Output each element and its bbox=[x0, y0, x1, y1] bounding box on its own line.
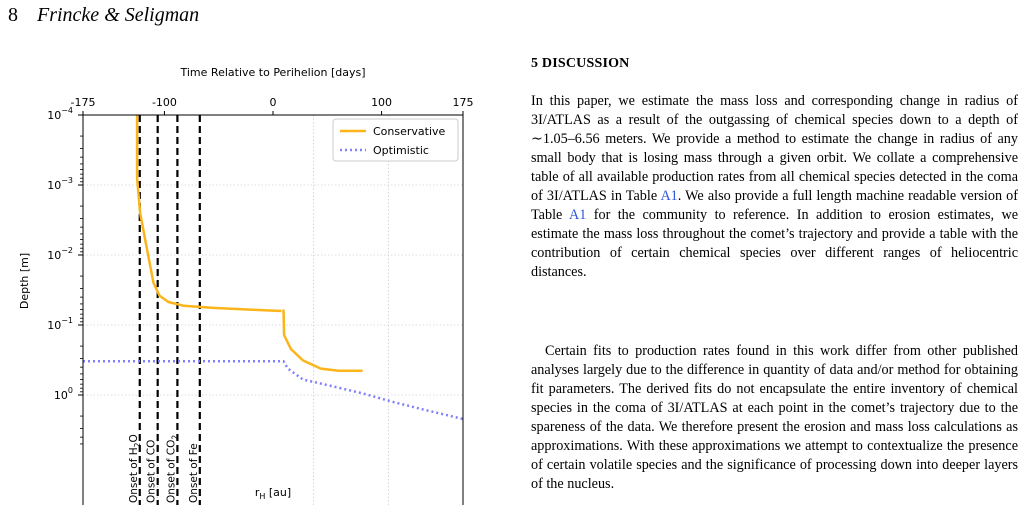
page-number: 8 bbox=[8, 4, 18, 26]
running-head: 8 Frincke & Seligman bbox=[8, 4, 199, 27]
onset-label: Onset of Fe bbox=[188, 443, 200, 503]
legend-box bbox=[332, 118, 459, 162]
table-a1-link-2[interactable]: A1 bbox=[568, 207, 587, 223]
y-tick-label: 10−2 bbox=[47, 246, 73, 262]
x-axis-label: rH [au] bbox=[255, 486, 291, 501]
section-title: 5 DISCUSSION bbox=[531, 56, 630, 71]
table-a1-link[interactable]: A1 bbox=[660, 188, 678, 204]
onset-lines: Onset of H2O Onset of CO Onset of CO2 Onset… bbox=[128, 115, 201, 505]
top-tick-label: 0 bbox=[270, 96, 277, 109]
legend: Conservative Optimistic bbox=[332, 118, 459, 162]
onset-label: Onset of CO2 bbox=[165, 435, 179, 503]
depth-vs-heliocentric-distance-chart: Onset of H2O Onset of CO Onset of CO2 Onset… bbox=[18, 66, 474, 505]
y-tick-label: 100 bbox=[54, 386, 73, 402]
series-conservative-line bbox=[282, 309, 363, 372]
y-axis-label: Depth [m] bbox=[18, 253, 31, 309]
legend-optimistic-label: Optimistic bbox=[373, 144, 429, 157]
y-tick-label: 10−4 bbox=[47, 106, 73, 122]
legend-conservative-label: Conservative bbox=[373, 125, 446, 138]
top-tick-label: 100 bbox=[371, 96, 392, 109]
series-conservative-line bbox=[135, 115, 282, 313]
onset-label: Onset of CO bbox=[146, 440, 158, 503]
y-tick-label: 10−1 bbox=[47, 316, 73, 332]
running-head-authors: Frincke & Seligman bbox=[37, 4, 200, 26]
discussion-paragraph-1: In this paper, we estimate the mass loss… bbox=[531, 93, 1018, 280]
y-tick-label: 10−3 bbox=[47, 176, 73, 192]
onset-label: Onset of H2O bbox=[128, 434, 142, 503]
discussion-paragraph-2: Certain fits to production rates found i… bbox=[531, 343, 1018, 492]
tick-layer: -6.36-3.861.363.866.36-175-100010017510−… bbox=[47, 96, 474, 445]
series-optimistic-line bbox=[83, 360, 464, 421]
top-tick-label: -175 bbox=[71, 96, 96, 109]
top-tick-label: 175 bbox=[453, 96, 474, 109]
top-axis-label: Time Relative to Perihelion [days] bbox=[180, 66, 366, 79]
series-layer bbox=[83, 115, 464, 421]
top-tick-label: -100 bbox=[152, 96, 177, 109]
